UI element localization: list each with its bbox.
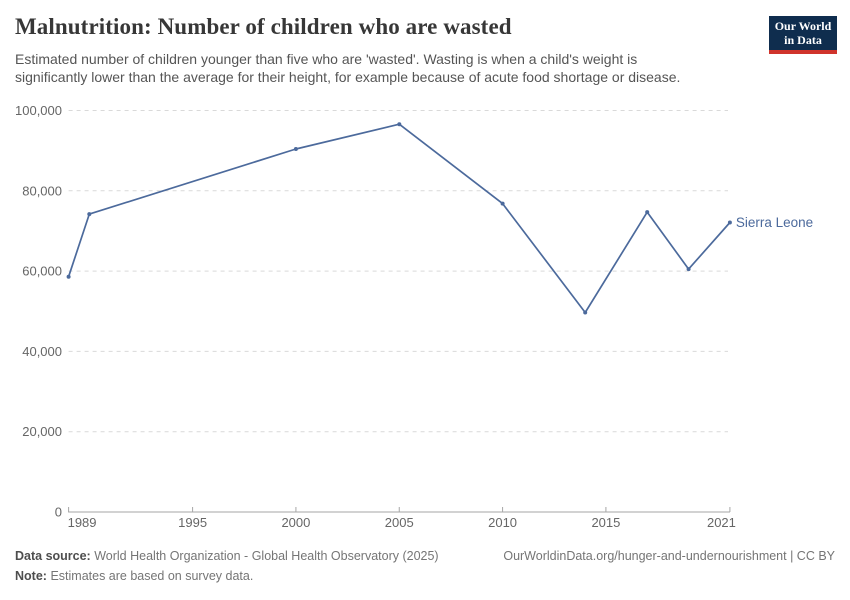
data-point-1990	[87, 212, 92, 217]
chart-area: 0 20,000 40,000 60,000 80,000 100,000 1989 1995…	[0, 90, 850, 550]
x-axis-tick-label: 1989	[68, 515, 97, 530]
note-text: Estimates are based on survey data.	[50, 569, 254, 583]
data-point-1989	[66, 274, 71, 279]
data-source-line: Data source: World Health Organization -…	[15, 546, 835, 566]
x-axis-tick-label: 2015	[591, 515, 620, 530]
owid-logo-line1: Our World	[774, 19, 832, 33]
x-axis-tick-label: 2021	[707, 515, 736, 530]
y-axis-tick-label: 40,000	[22, 344, 62, 359]
chart-subtitle: Estimated number of children younger tha…	[15, 51, 735, 86]
y-axis-tick-label: 0	[55, 505, 62, 520]
y-axis-tick-label: 60,000	[22, 264, 62, 279]
x-axis-tick-label: 2005	[385, 515, 414, 530]
data-point-2017	[645, 210, 650, 215]
data-source-label: Data source:	[15, 549, 91, 563]
chart-svg: 0 20,000 40,000 60,000 80,000 100,000 1989 1995…	[15, 103, 813, 530]
data-point-2010	[500, 201, 505, 206]
footer: Data source: World Health Organization -…	[15, 546, 835, 586]
trend-line	[67, 123, 731, 314]
page-title: Malnutrition: Number of children who are…	[15, 14, 512, 39]
owid-logo[interactable]: Our World in Data	[769, 16, 837, 54]
y-axis-tick-label: 20,000	[22, 424, 62, 439]
x-axis-tick-label: 1995	[178, 515, 207, 530]
data-point-2005	[397, 122, 402, 127]
data-source-text: World Health Organization - Global Healt…	[94, 549, 439, 563]
note-label: Note:	[15, 569, 47, 583]
x-axis-tick-label: 2000	[281, 515, 310, 530]
note-line: Note: Estimates are based on survey data…	[15, 566, 835, 586]
y-axis-tick-label: 100,000	[15, 103, 62, 118]
owid-logo-line2: in Data	[784, 33, 822, 47]
x-axis-tick-label: 2010	[488, 515, 517, 530]
data-point-2019	[686, 267, 691, 272]
data-point-2000	[293, 147, 298, 151]
owid-citation-link[interactable]: OurWorldinData.org/hunger-and-undernouri…	[503, 549, 835, 563]
y-axis-tick-label: 80,000	[22, 183, 62, 198]
data-point-2014	[583, 310, 588, 315]
data-point-2021	[727, 220, 732, 225]
series-label: Sierra Leone	[736, 215, 813, 230]
subtitle-line-2: significantly lower than the average for…	[15, 68, 681, 85]
subtitle-line-1: Estimated number of children younger tha…	[15, 51, 638, 67]
